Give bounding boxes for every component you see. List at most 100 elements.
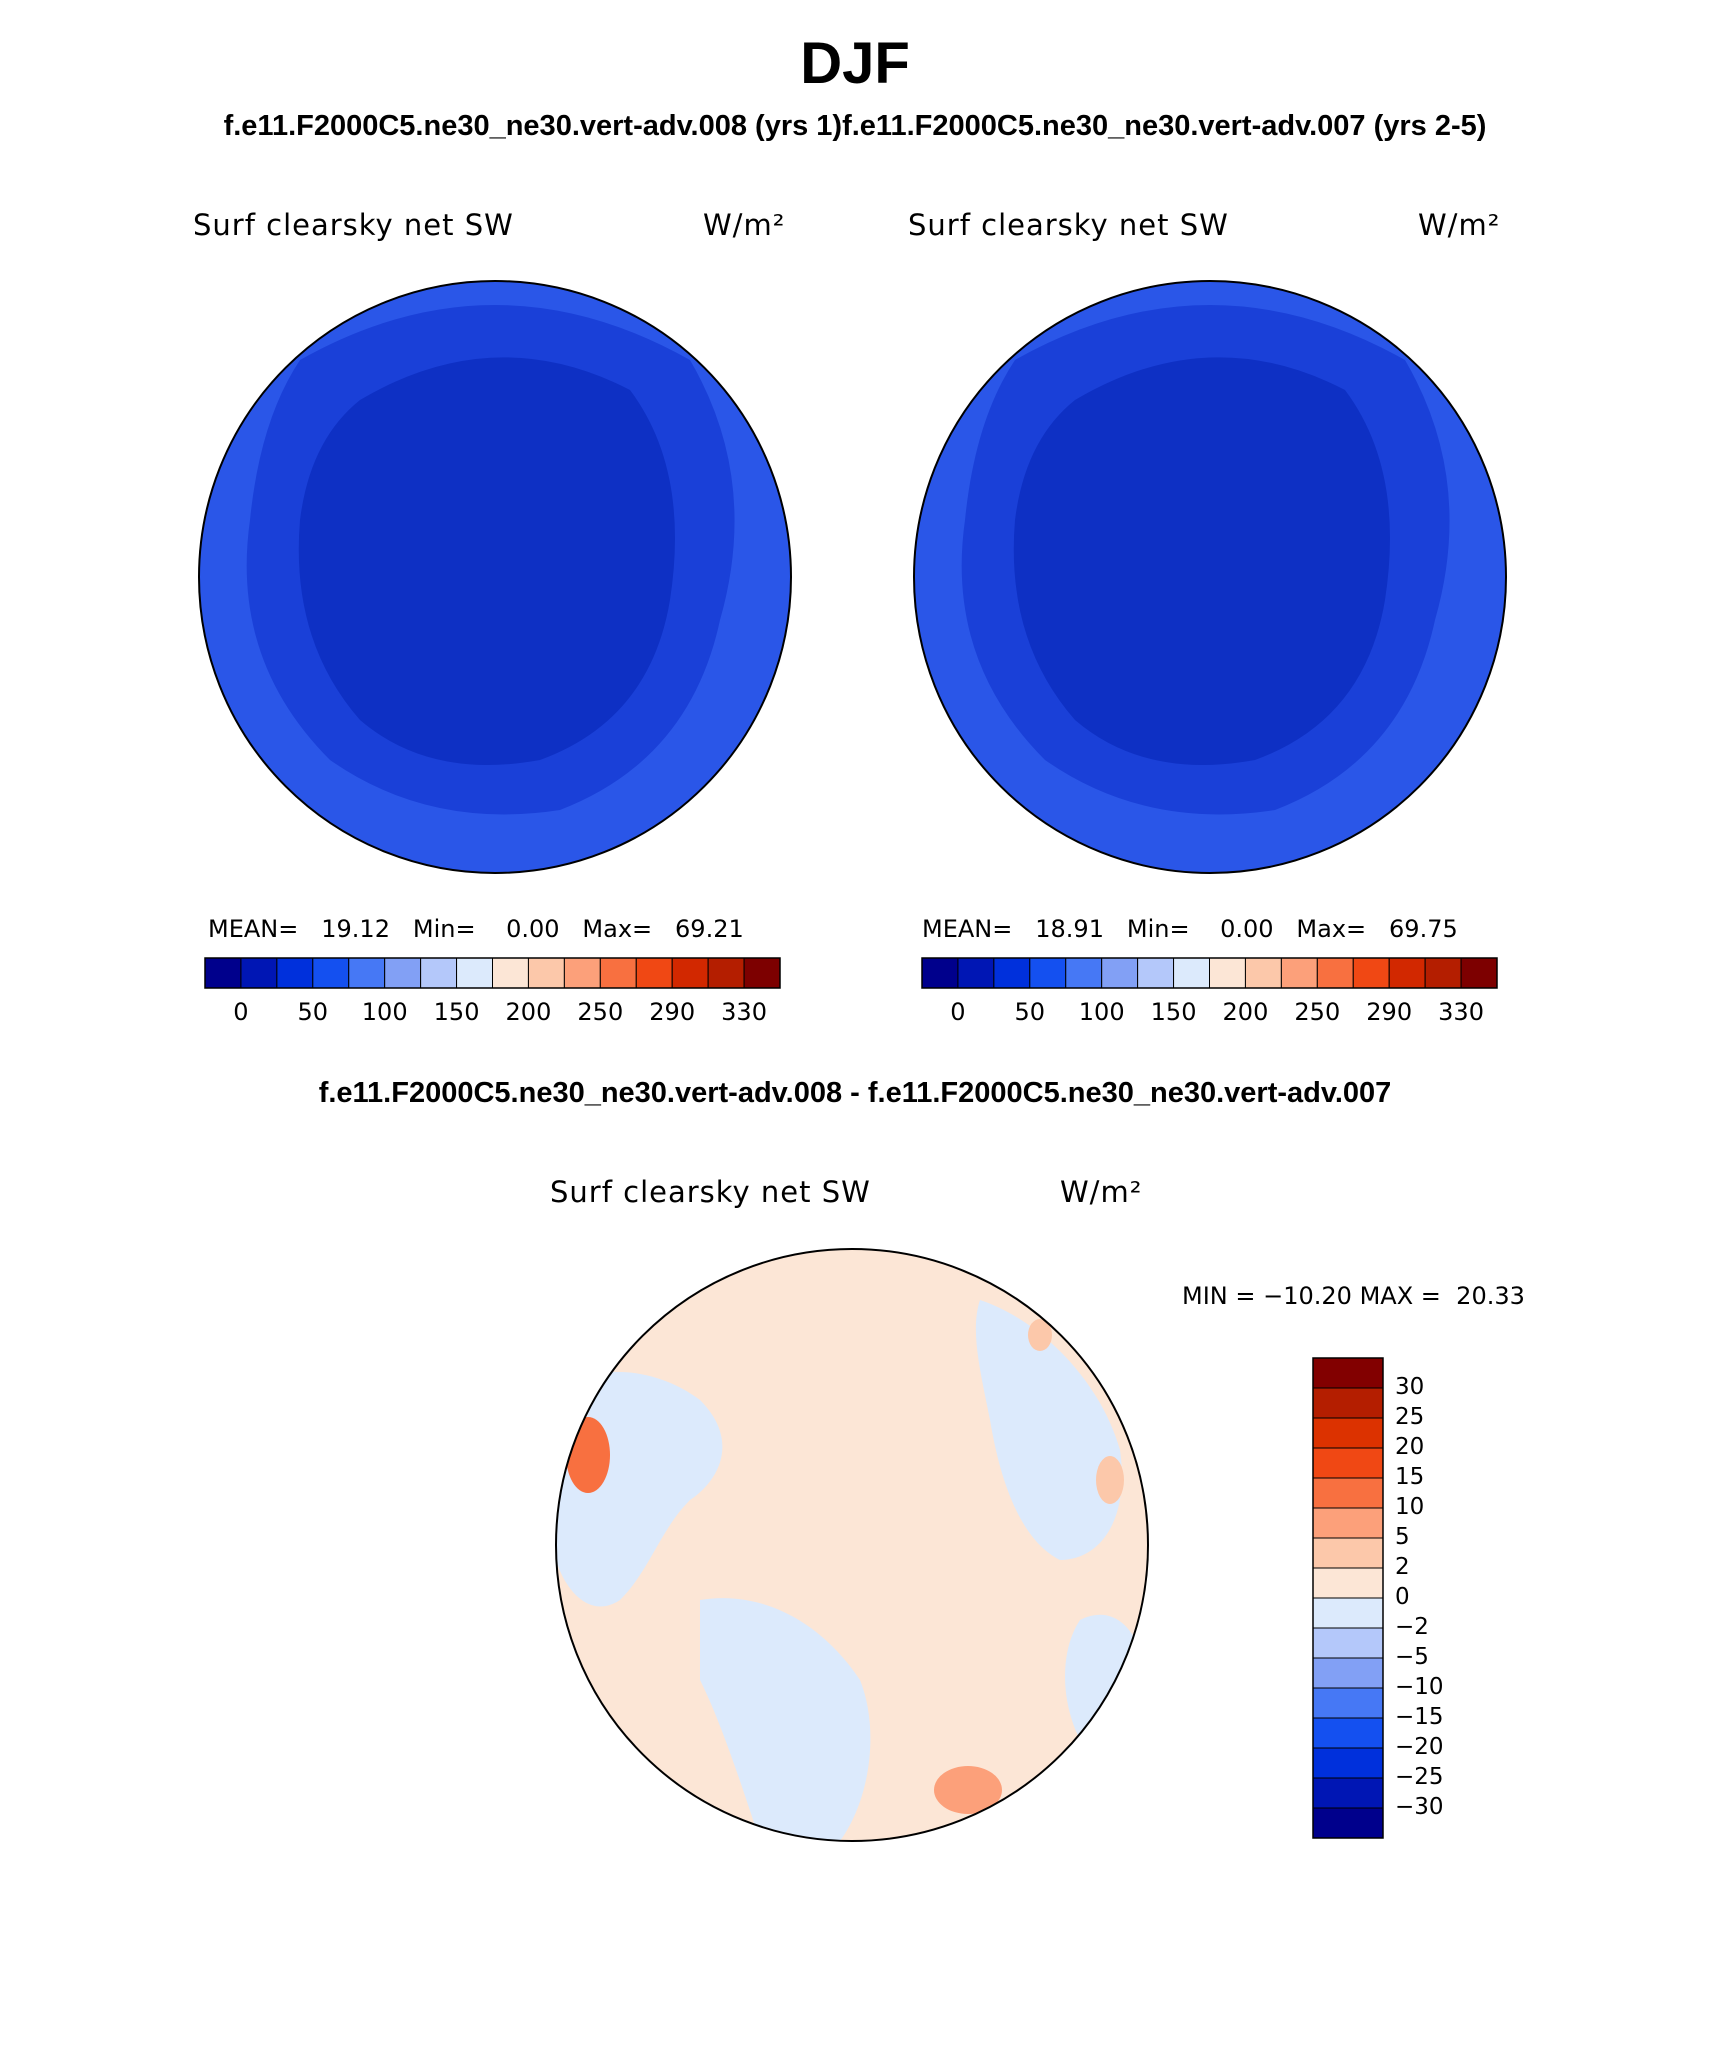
panel1-colorbar-box: [599, 957, 637, 989]
panel3-min-label: MIN =: [1182, 1282, 1256, 1310]
panel3-colorbar-tick-label: 5: [1395, 1524, 1410, 1550]
panel3-colorbar-box: [1312, 1597, 1384, 1629]
panel1-colorbar-box: [420, 957, 458, 989]
panel3-units-label: W/m²: [1060, 1175, 1143, 1209]
panel2-colorbar-box: [1424, 957, 1462, 989]
panel1-colorbar-box: [527, 957, 565, 989]
panel3-colorbar-outline: [1312, 1357, 1384, 1839]
panel1-colorbar-box: [743, 957, 781, 989]
panel2-units-label: W/m²: [1418, 208, 1501, 242]
panel1-colorbar-box: [276, 957, 314, 989]
panel2-colorbar-box: [1101, 957, 1139, 989]
panel1-max-label: Max=: [582, 915, 653, 943]
panel1-mean-label: MEAN=: [208, 915, 299, 943]
panel3-colorbar-box: [1312, 1387, 1384, 1419]
panel2-colorbar-box: [1280, 957, 1318, 989]
panel2-colorbar-box: [1029, 957, 1067, 989]
map-panel3: [555, 1248, 1149, 1842]
panel2-min-label: Min=: [1126, 915, 1190, 943]
panel2-colorbar-outline: [921, 957, 1498, 989]
panel3-colorbar-tick-label: −2: [1395, 1614, 1429, 1640]
map-panel1: [198, 280, 792, 874]
map2-inner-band: [1013, 357, 1390, 765]
panel1-colorbar-tick-label: 250: [577, 998, 624, 1026]
panel2-max-label: Max=: [1296, 915, 1367, 943]
panel3-colorbar-box: [1312, 1477, 1384, 1509]
panel2-colorbar-tick-label: 250: [1294, 998, 1341, 1026]
panel1-mean-value: 19.12: [321, 915, 390, 943]
panel1-colorbar-box: [456, 957, 493, 989]
map3-border: [555, 1248, 1149, 1842]
panel3-colorbar-box: [1312, 1627, 1384, 1659]
panel3-stats: MIN = −10.20 MAX = 20.33: [1182, 1282, 1525, 1310]
panel3-colorbar-tick-label: −10: [1395, 1674, 1444, 1700]
map1-inner-band: [298, 357, 675, 765]
panel2-colorbar-tick-label: 150: [1150, 998, 1197, 1026]
panel1-units-label: W/m²: [703, 208, 786, 242]
map-panel2: [913, 280, 1507, 874]
panel3-colorbar-box: [1312, 1657, 1384, 1689]
panel3-colorbar-tick-label: −20: [1395, 1734, 1444, 1760]
map3-positive-anomaly-northeast: [1096, 1456, 1124, 1504]
panel2-stats: MEAN= 18.91 Min= 0.00 Max= 69.75: [922, 915, 1458, 943]
panel3-colorbar-tick-label: 0: [1395, 1584, 1410, 1610]
panel1-colorbar-tick-label: 0: [233, 998, 249, 1026]
panel3-colorbar-box: [1312, 1717, 1384, 1749]
panel2-colorbar-box: [921, 957, 959, 989]
panel3-colorbar-tick-label: −25: [1395, 1764, 1444, 1790]
panel1-min-label: Min=: [412, 915, 476, 943]
panel3-max-label: MAX =: [1359, 1282, 1441, 1310]
panel3-colorbar-tick-label: −5: [1395, 1644, 1429, 1670]
panel1-colorbar-tick-label: 150: [433, 998, 480, 1026]
colorbar-panel1: [204, 957, 781, 989]
panel3-colorbar-tick-label: −15: [1395, 1704, 1444, 1730]
map3-negative-region-pacific: [975, 1300, 1122, 1560]
panel3-variable-label: Surf clearsky net SW: [550, 1175, 871, 1209]
panel2-colorbar-tick-label: 50: [1014, 998, 1046, 1026]
panel2-colorbar-box: [1460, 957, 1498, 989]
panel1-colorbar-tick-label: 200: [505, 998, 552, 1026]
cases-subtitle: f.e11.F2000C5.ne30_ne30.vert-adv.008 (yr…: [0, 110, 1710, 143]
panel1-min-value: 0.00: [506, 915, 560, 943]
panel2-colorbar-tick-label: 330: [1438, 998, 1484, 1026]
panel3-min-value: −10.20: [1263, 1282, 1352, 1310]
panel3-colorbar-box: [1312, 1687, 1384, 1719]
panel2-colorbar-tick-label: 290: [1366, 998, 1413, 1026]
case-left-label: f.e11.F2000C5.ne30_ne30.vert-adv.008 (yr…: [223, 110, 843, 142]
panel3-colorbar-box: [1312, 1537, 1384, 1569]
panel3-colorbar-tick-label: 15: [1395, 1464, 1425, 1490]
panel2-colorbar-box: [1209, 957, 1246, 989]
panel2-colorbar-tick-label: 0: [950, 998, 966, 1026]
colorbar-panel3: [1312, 1357, 1384, 1839]
panel2-colorbar-box: [1316, 957, 1354, 989]
panel1-colorbar-outline: [204, 957, 781, 989]
panel1-colorbar-tick-label: 330: [721, 998, 767, 1026]
panel3-colorbar-tick-label: 20: [1395, 1434, 1425, 1460]
panel3-colorbar-box: [1312, 1417, 1384, 1449]
panel3-colorbar-box: [1312, 1357, 1384, 1389]
panel2-colorbar-tick-label: 200: [1222, 998, 1269, 1026]
panel2-min-value: 0.00: [1220, 915, 1274, 943]
panel2-colorbar-box: [993, 957, 1031, 989]
difference-subtitle: f.e11.F2000C5.ne30_ne30.vert-adv.008 - f…: [318, 1077, 1392, 1109]
season-title: DJF: [800, 31, 910, 96]
panel1-colorbar-tick-label: 100: [361, 998, 408, 1026]
panel1-colorbar-box: [492, 957, 529, 989]
panel2-colorbar-box: [1352, 957, 1390, 989]
case-right-label: f.e11.F2000C5.ne30_ne30.vert-adv.007 (yr…: [842, 110, 1487, 142]
panel3-colorbar-tick-label: 2: [1395, 1554, 1410, 1580]
panel1-colorbar-box: [240, 957, 278, 989]
panel2-colorbar-box: [1137, 957, 1175, 989]
panel3-colorbar-tick-label: 10: [1395, 1494, 1425, 1520]
panel1-colorbar-box: [348, 957, 386, 989]
panel2-mean-label: MEAN=: [922, 915, 1013, 943]
panel1-colorbar-box: [707, 957, 745, 989]
panel3-colorbar-tick-label: 30: [1395, 1374, 1425, 1400]
colorbar-panel2: [921, 957, 1498, 989]
panel2-variable-label: Surf clearsky net SW: [908, 208, 1229, 242]
map3-positive-anomaly-southeast: [934, 1766, 1002, 1814]
map3-positive-anomaly-north: [1028, 1319, 1052, 1351]
panel3-colorbar-box: [1312, 1807, 1384, 1839]
panel1-colorbar-tick-label: 50: [297, 998, 329, 1026]
map3-positive-anomaly-west: [566, 1417, 610, 1493]
